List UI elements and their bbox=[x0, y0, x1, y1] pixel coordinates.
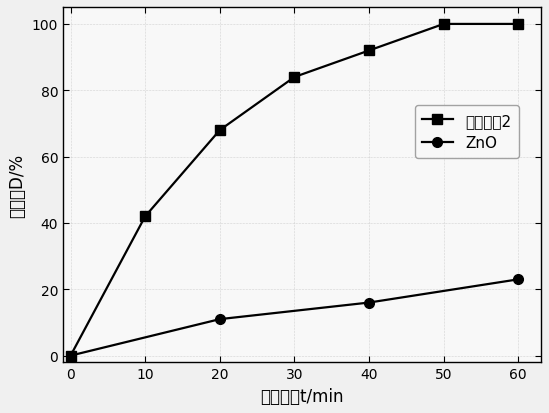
ZnO bbox=[216, 317, 223, 322]
光催化劑2 bbox=[366, 49, 372, 54]
Y-axis label: 降解率D/%: 降解率D/% bbox=[8, 153, 26, 217]
光催化劑2 bbox=[142, 214, 148, 219]
光催化劑2 bbox=[291, 75, 298, 80]
光催化劑2 bbox=[68, 353, 74, 358]
光催化劑2 bbox=[216, 128, 223, 133]
ZnO bbox=[68, 353, 74, 358]
Line: ZnO: ZnO bbox=[66, 275, 523, 361]
Legend: 光催化劑2, ZnO: 光催化劑2, ZnO bbox=[414, 106, 519, 159]
光催化劑2 bbox=[440, 22, 447, 27]
ZnO bbox=[515, 277, 522, 282]
Line: 光催化劑2: 光催化劑2 bbox=[66, 20, 523, 361]
X-axis label: 光照时间t/min: 光照时间t/min bbox=[260, 387, 344, 405]
ZnO bbox=[366, 300, 372, 305]
光催化劑2 bbox=[515, 22, 522, 27]
